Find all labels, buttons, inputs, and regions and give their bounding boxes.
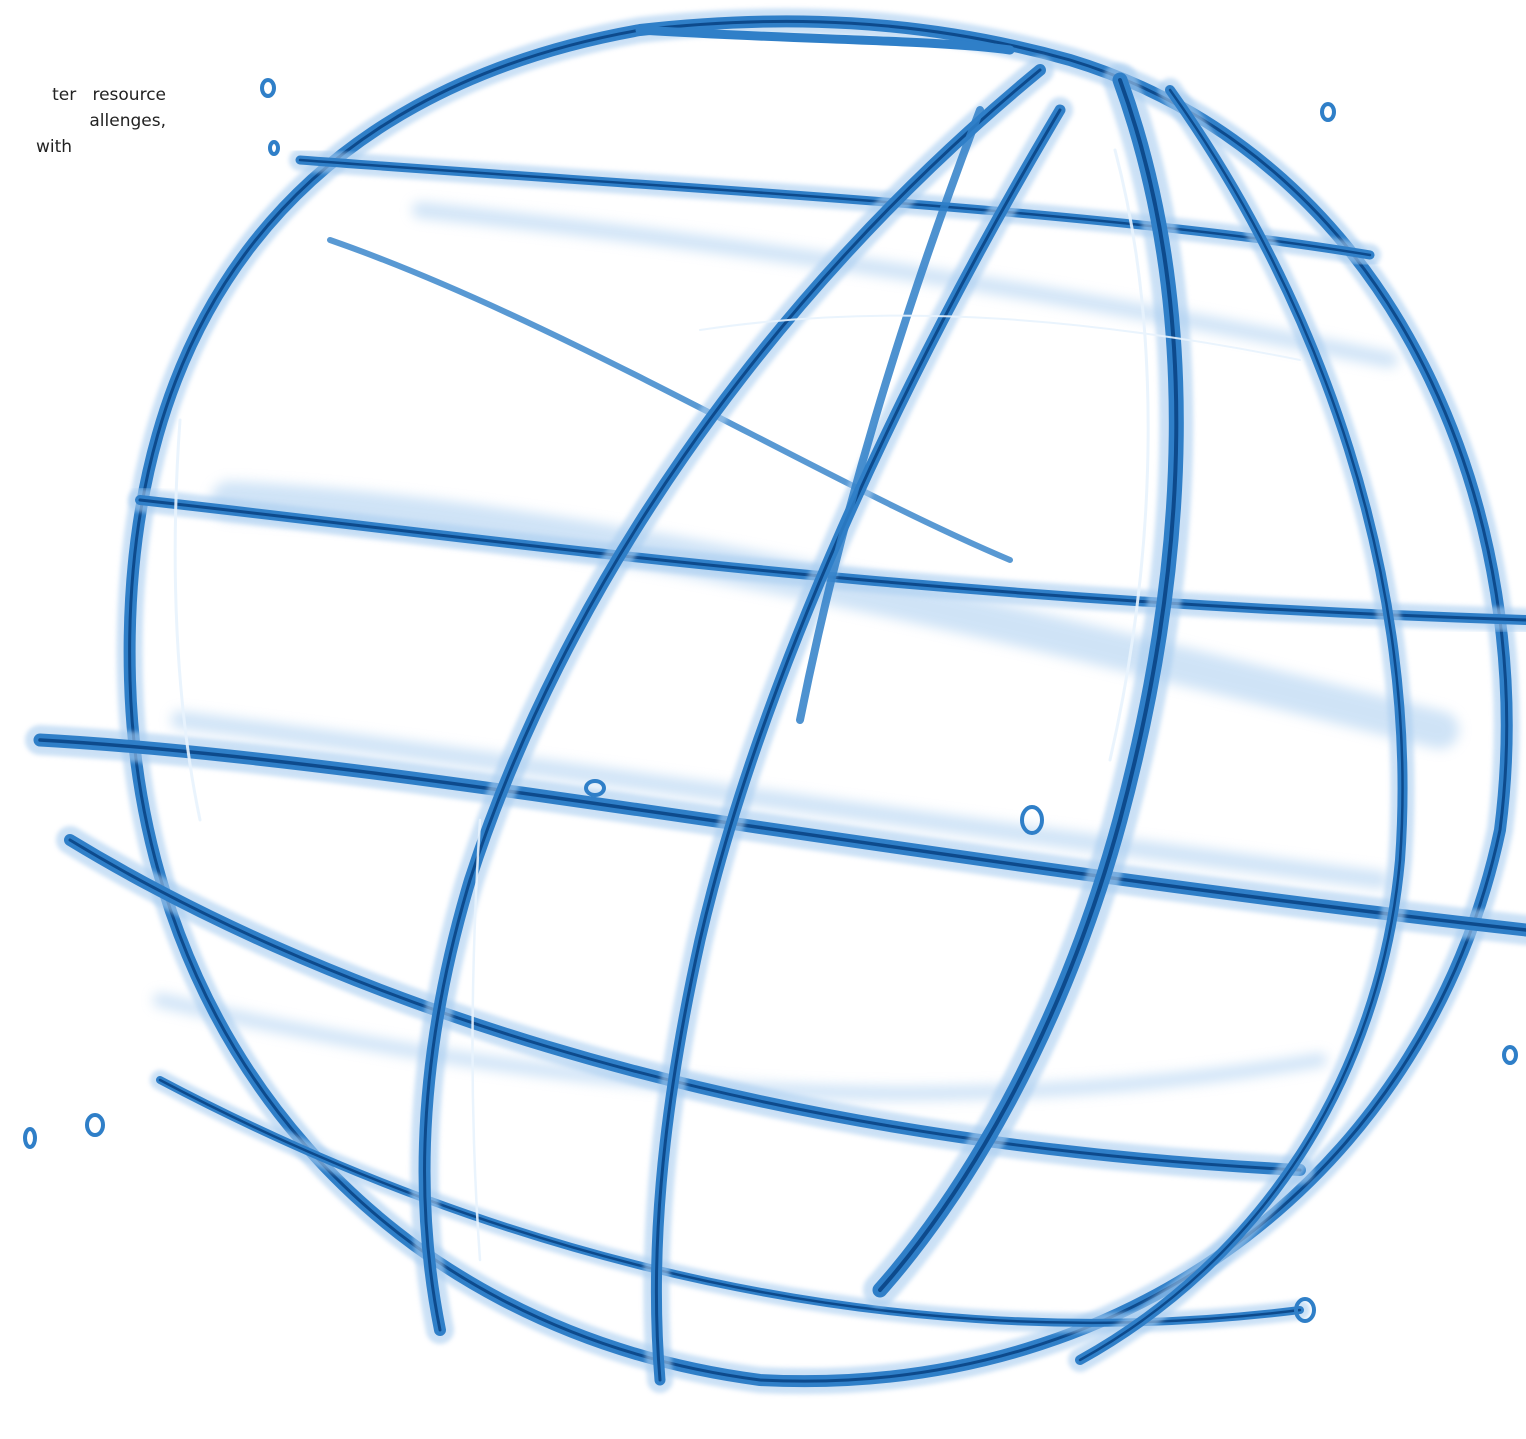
water-droplets	[23, 78, 1518, 1323]
paragraph-line-2: allenges,	[89, 111, 166, 131]
water-highlights	[173, 148, 1301, 1262]
paragraph-line-3: with	[36, 137, 73, 157]
globe-longitude-streams	[410, 25, 1415, 1393]
cropped-paragraph-fragment: ter resource allenges, with	[0, 82, 166, 160]
paragraph-line-1: ter resource	[52, 85, 166, 105]
